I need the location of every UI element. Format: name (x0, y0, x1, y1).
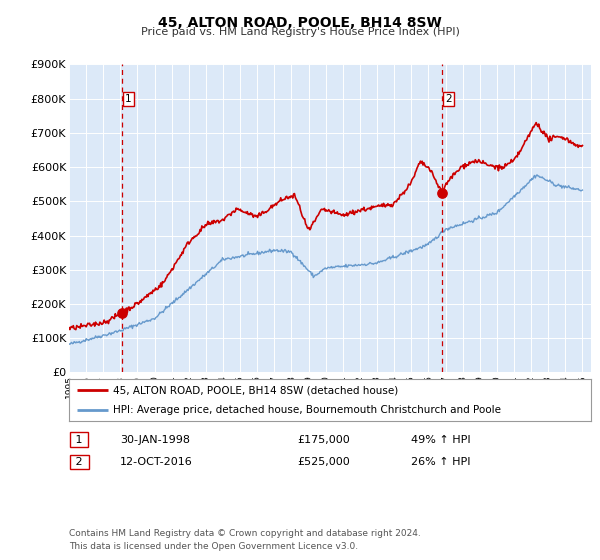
Text: 2: 2 (445, 94, 452, 104)
Text: This data is licensed under the Open Government Licence v3.0.: This data is licensed under the Open Gov… (69, 542, 358, 551)
Text: £175,000: £175,000 (297, 435, 350, 445)
Text: 1: 1 (125, 94, 132, 104)
Text: 1: 1 (72, 435, 86, 445)
Text: 30-JAN-1998: 30-JAN-1998 (120, 435, 190, 445)
Text: 12-OCT-2016: 12-OCT-2016 (120, 457, 193, 467)
Point (117, 308, 127, 317)
Text: HPI: Average price, detached house, Bournemouth Christchurch and Poole: HPI: Average price, detached house, Bour… (113, 405, 502, 415)
Point (437, 188, 447, 197)
Text: Price paid vs. HM Land Registry's House Price Index (HPI): Price paid vs. HM Land Registry's House … (140, 27, 460, 37)
Text: 49% ↑ HPI: 49% ↑ HPI (411, 435, 470, 445)
Text: 45, ALTON ROAD, POOLE, BH14 8SW: 45, ALTON ROAD, POOLE, BH14 8SW (158, 16, 442, 30)
Text: 2: 2 (72, 457, 86, 467)
Text: Contains HM Land Registry data © Crown copyright and database right 2024.: Contains HM Land Registry data © Crown c… (69, 529, 421, 538)
Text: 26% ↑ HPI: 26% ↑ HPI (411, 457, 470, 467)
Text: 45, ALTON ROAD, POOLE, BH14 8SW (detached house): 45, ALTON ROAD, POOLE, BH14 8SW (detache… (113, 385, 398, 395)
Text: £525,000: £525,000 (297, 457, 350, 467)
